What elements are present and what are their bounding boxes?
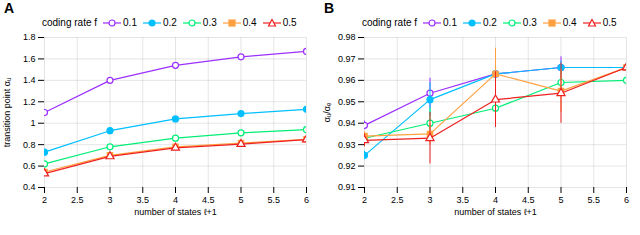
svg-text:number of states ℓ+1: number of states ℓ+1 <box>134 207 217 217</box>
svg-text:6: 6 <box>624 195 629 205</box>
svg-text:1.4: 1.4 <box>23 75 36 85</box>
html-text:0.4: 0.4 <box>562 17 577 28</box>
svg-text:0.6: 0.6 <box>23 161 36 171</box>
svg-text:0.8: 0.8 <box>23 140 36 150</box>
svg-text:4.5: 4.5 <box>522 195 535 205</box>
html-text:0.4: 0.4 <box>242 17 257 28</box>
html-text:0.2: 0.2 <box>163 17 177 28</box>
svg-text:5: 5 <box>238 195 243 205</box>
svg-text:4: 4 <box>173 195 178 205</box>
svg-text:3.5: 3.5 <box>136 195 149 205</box>
svg-text:5.5: 5.5 <box>267 195 280 205</box>
svg-text:0.94: 0.94 <box>338 118 356 128</box>
svg-text:1.6: 1.6 <box>23 54 36 64</box>
svg-text:3: 3 <box>427 195 432 205</box>
svg-text:number of states ℓ+1: number of states ℓ+1 <box>454 207 537 217</box>
svg-text:3.5: 3.5 <box>456 195 469 205</box>
svg-text:5.5: 5.5 <box>587 195 600 205</box>
svg-text:αᵤ/αₑ: αᵤ/αₑ <box>322 102 332 122</box>
svg-text:0.93: 0.93 <box>338 140 356 150</box>
html-text:0.5: 0.5 <box>602 17 617 28</box>
html-text:A: A <box>4 0 15 16</box>
svg-text:3: 3 <box>107 195 112 205</box>
html-text:0.5: 0.5 <box>282 17 297 28</box>
svg-text:0.98: 0.98 <box>338 32 356 42</box>
html-text:0.1: 0.1 <box>123 17 137 28</box>
svg-text:2.5: 2.5 <box>71 195 84 205</box>
html-text:B: B <box>324 0 335 16</box>
svg-text:5: 5 <box>558 195 563 205</box>
html-text:coding rate f: coding rate f <box>42 17 97 28</box>
svg-text:4: 4 <box>493 195 498 205</box>
svg-text:2.5: 2.5 <box>391 195 404 205</box>
svg-text:4.5: 4.5 <box>202 195 215 205</box>
svg-text:0.4: 0.4 <box>23 182 36 192</box>
svg-text:0.96: 0.96 <box>338 75 356 85</box>
html-text:0.3: 0.3 <box>202 17 217 28</box>
svg-text:0.92: 0.92 <box>338 161 356 171</box>
svg-text:1: 1 <box>30 118 35 128</box>
html-text:0.2: 0.2 <box>483 17 497 28</box>
svg-text:0.95: 0.95 <box>338 97 356 107</box>
html-text:0.3: 0.3 <box>522 17 537 28</box>
svg-text:1.8: 1.8 <box>23 32 36 42</box>
svg-text:0.97: 0.97 <box>338 54 356 64</box>
svg-text:2: 2 <box>362 195 367 205</box>
svg-text:2: 2 <box>42 195 47 205</box>
svg-text:6: 6 <box>304 195 309 205</box>
svg-text:transition point αᵤ: transition point αᵤ <box>2 77 12 147</box>
html-text:coding rate f: coding rate f <box>362 17 417 28</box>
html-text:0.1: 0.1 <box>443 17 457 28</box>
svg-text:1.2: 1.2 <box>23 97 36 107</box>
svg-text:0.91: 0.91 <box>338 182 356 192</box>
